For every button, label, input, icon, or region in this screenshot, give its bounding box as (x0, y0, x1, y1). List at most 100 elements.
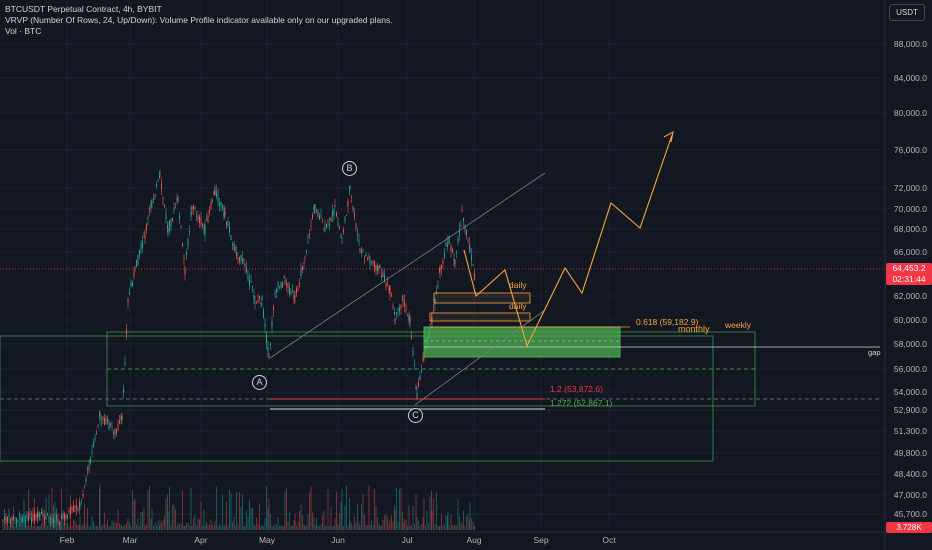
candle-body (68, 510, 70, 513)
volume-bar (260, 525, 262, 530)
volume-bar (306, 525, 307, 530)
candle-body (456, 252, 457, 254)
candle-body (90, 457, 91, 464)
candle-body (246, 267, 247, 272)
candle-body (388, 287, 390, 291)
volume-bar (271, 525, 273, 530)
candle-body (173, 208, 175, 210)
weekly-zone-label[interactable]: weekly (725, 320, 751, 330)
candle-body (391, 295, 392, 297)
candle-body (193, 206, 194, 209)
daily-zone-label-1[interactable]: daily (509, 280, 527, 290)
candle-body (263, 309, 264, 318)
candle-body (224, 211, 226, 215)
volume-bar (294, 513, 296, 530)
candle-body (371, 261, 372, 263)
candle-body (369, 260, 371, 265)
vrvp-indicator-label[interactable]: VRVP (Number Of Rows, 24, Up/Down): Volu… (5, 15, 393, 25)
candle-body (91, 451, 93, 453)
volume-bar (220, 525, 222, 530)
candle-body (59, 521, 61, 525)
fib-12-label[interactable]: 1.2 (53,872.6) (550, 384, 603, 394)
volume-bar (415, 494, 417, 530)
candle-body (337, 222, 339, 225)
currency-button[interactable]: USDT (889, 4, 925, 21)
candle-body (340, 235, 342, 238)
candle-body (47, 513, 48, 515)
candle-body (17, 520, 19, 522)
candle-body (132, 281, 133, 286)
volume-bar (132, 490, 133, 530)
candle-body (237, 258, 239, 259)
wave-b-label[interactable]: B (342, 161, 357, 176)
candle-body (35, 514, 37, 521)
symbol-title[interactable]: BTCUSDT Perpetual Contract, 4h, BYBIT (5, 4, 162, 14)
chart-drawings (0, 130, 885, 462)
volume-bar (230, 493, 232, 530)
volume-bar (150, 518, 152, 530)
candle-body (422, 357, 424, 361)
candle-body (368, 257, 370, 259)
fib-0618-label[interactable]: 0.618 (59,182.9) (636, 317, 699, 327)
volume-bar (207, 524, 209, 530)
volume-bar (419, 526, 421, 530)
candle-body (10, 518, 11, 524)
candle-body (306, 249, 307, 251)
volume-bar (190, 488, 192, 530)
volume-bar (146, 524, 147, 530)
candle-body (445, 243, 447, 246)
volume-bar (381, 526, 382, 530)
candle-body (116, 429, 117, 434)
fib-1272-label[interactable]: 1.272 (52,867.1) (550, 398, 613, 408)
volume-bar (237, 525, 239, 530)
candle-body (94, 437, 96, 439)
candle-body (239, 256, 240, 262)
candle-body (259, 295, 260, 300)
volume-bar (65, 523, 67, 530)
gap-label[interactable]: gap (868, 348, 881, 357)
volume-bar (121, 526, 123, 530)
last-price-tag: 64,453.2 02:31:44 (886, 263, 932, 285)
volume-bar (101, 526, 102, 530)
candle-body (32, 513, 34, 521)
volume-bar (51, 488, 53, 530)
volume-bar (286, 487, 287, 530)
volume-bar (99, 488, 100, 530)
volume-bar (77, 525, 79, 530)
volume-bar (459, 516, 460, 530)
volume-bar (240, 506, 242, 530)
candle-body (204, 225, 206, 235)
volume-bar (361, 504, 362, 530)
candle-body (384, 274, 385, 283)
volume-bar (206, 521, 207, 530)
price-axis-label: 84,000.0 (893, 73, 927, 83)
price-axis-label: 52,900.0 (893, 405, 927, 415)
candle-body (453, 258, 455, 260)
candle-body (320, 215, 322, 217)
time-axis-label: Aug (466, 535, 482, 545)
volume-bar (26, 525, 28, 530)
volume-bar (126, 523, 127, 530)
candle-body (361, 250, 362, 254)
candle-body (93, 442, 94, 447)
candle-body (14, 517, 16, 519)
wave-a-label[interactable]: A (252, 375, 267, 390)
candle-body (352, 207, 354, 211)
volume-bar (216, 486, 217, 530)
volume-bar (164, 515, 165, 530)
candle-body (120, 416, 122, 420)
candle-body (257, 300, 259, 302)
daily-zone-label-2[interactable]: daily (509, 301, 527, 311)
candle-body (290, 291, 292, 295)
volume-indicator-label[interactable]: Vol · BTC (5, 26, 42, 36)
volume-bar (105, 524, 107, 530)
volume-bar (359, 525, 361, 530)
volume-bar (233, 516, 235, 530)
volume-bar (442, 525, 444, 530)
monthly-zone-label[interactable]: monthly (678, 324, 710, 334)
wave-c-label[interactable]: C (408, 408, 423, 423)
volume-bar (249, 500, 250, 530)
volume-bar (297, 521, 299, 530)
volume-bar (229, 489, 230, 530)
